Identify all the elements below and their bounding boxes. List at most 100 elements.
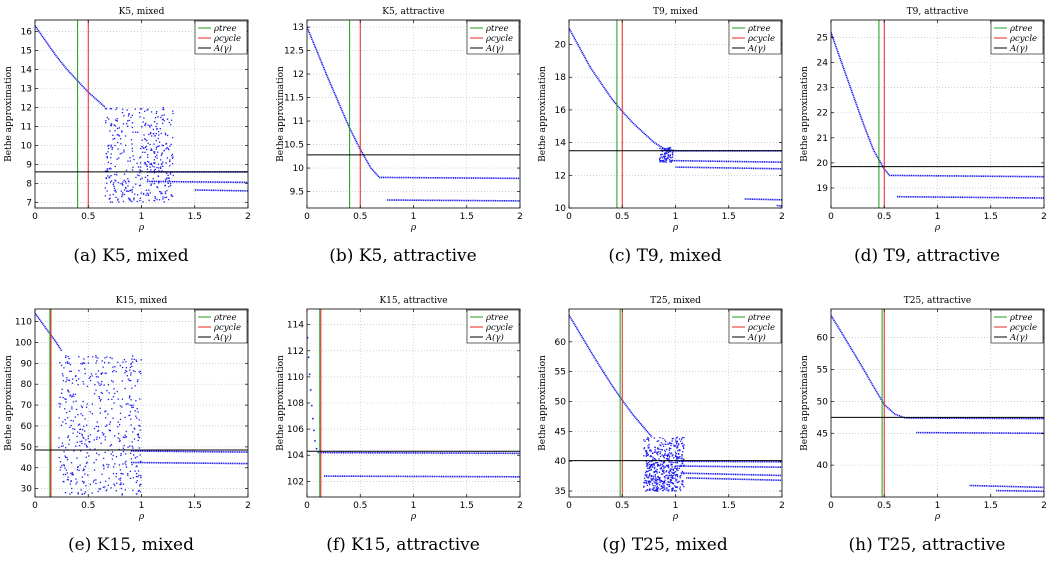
data-point [664, 482, 666, 484]
data-point [107, 384, 110, 386]
data-point [662, 465, 665, 467]
data-point [118, 127, 120, 129]
data-point [662, 481, 665, 483]
data-point [668, 489, 670, 491]
data-point [71, 491, 73, 494]
data-point [669, 156, 671, 158]
data-point [667, 477, 669, 480]
data-point [675, 468, 678, 470]
data-point [85, 406, 88, 408]
chart-panel: 0 0.5 1 1.5 2 102 104 106 108 110 112 114 K15, attra… [272, 289, 534, 571]
data-point [113, 187, 116, 189]
data-point [131, 114, 134, 117]
data-point [663, 461, 666, 463]
y-tick-label: 112 [287, 347, 304, 357]
data-point [674, 475, 677, 477]
data-point [83, 437, 85, 439]
data-point [122, 463, 124, 465]
data-point [91, 492, 93, 494]
data-point [116, 117, 118, 120]
data-point [672, 437, 674, 440]
data-point [654, 490, 656, 492]
chart-panel: 0 0.5 1 1.5 2 19 20 21 22 23 24 25 T9, attractive ρ Be… [796, 0, 1047, 282]
y-tick-label: 9.5 [290, 188, 304, 198]
legend-label: A(γ) [213, 43, 232, 54]
data-point [120, 487, 123, 490]
data-point [650, 478, 652, 480]
data-point [676, 462, 679, 464]
data-point [659, 147, 661, 150]
data-point [112, 472, 115, 475]
data-point [117, 426, 119, 428]
data-point [86, 403, 88, 405]
data-point [155, 146, 158, 148]
chart-title: T25, attractive [904, 296, 971, 306]
data-point [72, 428, 74, 430]
data-point [646, 463, 649, 465]
data-point [681, 483, 683, 485]
data-point [135, 400, 137, 402]
chart-title: K5, attractive [382, 7, 444, 17]
data-point [129, 200, 131, 202]
y-tick-label: 20 [817, 159, 829, 169]
data-point [128, 414, 130, 417]
data-point [677, 469, 679, 472]
data-point [660, 160, 663, 162]
data-point [674, 451, 677, 453]
data-point [668, 452, 671, 454]
data-point [78, 444, 81, 447]
data-point [101, 432, 104, 434]
data-point [671, 477, 674, 480]
data-point [157, 116, 159, 118]
data-point [130, 405, 133, 407]
data-point [95, 362, 97, 364]
data-point [161, 152, 163, 154]
data-point [672, 469, 674, 472]
data-point [141, 145, 143, 148]
data-point [654, 462, 657, 464]
data-point [135, 481, 137, 484]
data-point [674, 445, 676, 447]
data-point [645, 451, 647, 453]
data-point [72, 401, 75, 403]
data-point [151, 135, 153, 137]
data-point [123, 436, 125, 439]
data-point [101, 380, 103, 383]
data-point [146, 148, 148, 151]
data-point [107, 484, 109, 486]
data-point [102, 366, 104, 368]
data-point [132, 155, 134, 157]
data-point [59, 396, 61, 399]
data-point [102, 464, 104, 466]
y-tick-label: 10 [293, 164, 305, 174]
data-point [155, 148, 157, 150]
data-point [677, 446, 679, 448]
data-point [646, 470, 648, 473]
data-point [666, 487, 668, 489]
data-point [107, 145, 109, 147]
data-point [125, 466, 128, 468]
data-point [131, 358, 133, 360]
data-point [130, 379, 132, 382]
data-point [135, 176, 137, 179]
data-point [671, 466, 673, 468]
data-point [123, 359, 126, 361]
data-point [82, 383, 85, 385]
data-point [647, 477, 649, 479]
data-point [128, 113, 130, 115]
data-point [138, 174, 140, 177]
data-point [138, 371, 140, 373]
data-point [115, 490, 117, 492]
data-point [662, 455, 665, 457]
data-point [138, 447, 140, 449]
data-point [157, 137, 159, 140]
data-point [109, 429, 111, 432]
data-point [683, 447, 685, 450]
data-point [131, 143, 133, 145]
y-tick-label: 106 [287, 425, 304, 435]
data-point [144, 176, 147, 179]
data-point [66, 472, 68, 474]
data-point [139, 116, 141, 118]
data-point [667, 475, 669, 477]
